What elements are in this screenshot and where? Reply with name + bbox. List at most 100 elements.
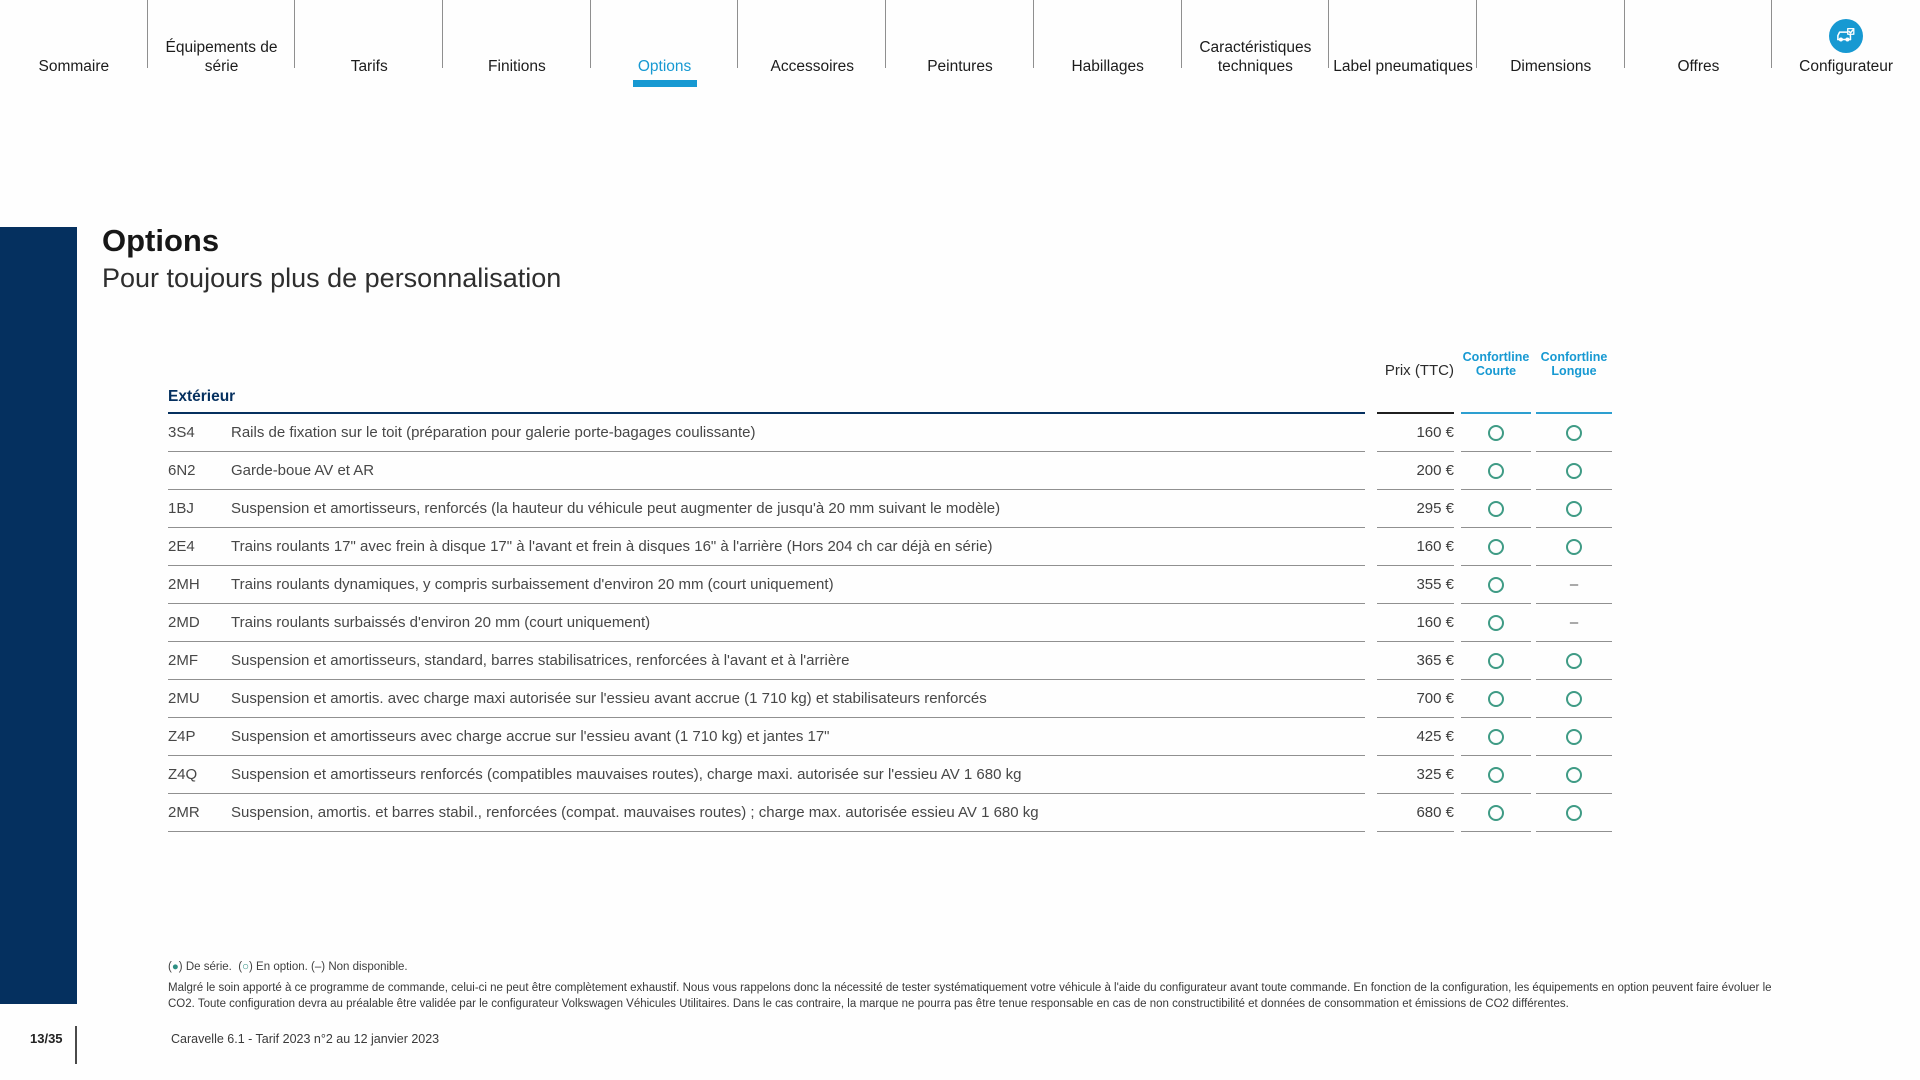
active-tab-underline — [632, 80, 697, 87]
tab-bar: Sommaire Équipements de série Tarifs Fin… — [0, 0, 1920, 90]
option-code: 6N2 — [168, 452, 231, 490]
not-available-dash: – — [1569, 576, 1579, 593]
confortline-courte-line1: Confortline — [1462, 349, 1530, 364]
option-available-circle-icon — [1566, 500, 1582, 517]
option-price: 160 € — [1377, 414, 1454, 452]
option-available-circle-icon — [1566, 538, 1582, 555]
option-price: 680 € — [1377, 794, 1454, 832]
tab-accessoires[interactable]: Accessoires — [738, 0, 887, 90]
option-available-circle-icon — [1488, 652, 1504, 669]
price-column-header: Prix (TTC) — [1384, 362, 1454, 379]
availability-confortline-longue — [1536, 528, 1612, 566]
option-code: 2MU — [168, 680, 231, 718]
tab-offres[interactable]: Offres — [1625, 0, 1773, 90]
table-row: 3S4 Rails de fixation sur le toit (prépa… — [168, 414, 1612, 452]
tab-label: Options — [637, 58, 692, 76]
availability-confortline-longue — [1536, 452, 1612, 490]
option-description: Suspension et amortisseurs renforcés (co… — [231, 756, 1365, 794]
tab-tarifs[interactable]: Tarifs — [295, 0, 444, 90]
tab-habillages[interactable]: Habillages — [1034, 0, 1182, 90]
confortline-longue-line1: Confortline — [1540, 349, 1608, 364]
option-description: Trains roulants dynamiques, y compris su… — [231, 566, 1365, 604]
option-code: 2MR — [168, 794, 231, 832]
option-code: 2E4 — [168, 528, 231, 566]
option-available-circle-icon — [1566, 766, 1582, 783]
option-code: 2MH — [168, 566, 231, 604]
tab-configurateur[interactable]: Configurateur — [1772, 0, 1920, 90]
tab-divider — [1032, 0, 1034, 68]
availability-confortline-longue: – — [1536, 566, 1612, 604]
availability-confortline-courte — [1461, 718, 1531, 756]
availability-confortline-longue: – — [1536, 604, 1612, 642]
table-row: 6N2 Garde-boue AV et AR 200 € — [168, 452, 1612, 490]
availability-legend: (●) De série. (○) En option. (–) Non dis… — [168, 961, 1858, 973]
availability-confortline-courte — [1461, 794, 1531, 832]
legend-text: ( — [311, 961, 315, 973]
option-code: Z4P — [168, 718, 231, 756]
document-title: Caravelle 6.1 - Tarif 2023 n°2 au 12 jan… — [171, 1032, 440, 1046]
tab-label-pneumatiques[interactable]: Label pneumatiques — [1329, 0, 1477, 90]
option-description: Trains roulants 17" avec frein à disque … — [231, 528, 1365, 566]
page-title: Options — [102, 223, 220, 258]
option-code: 3S4 — [168, 414, 231, 452]
tab-dimensions[interactable]: Dimensions — [1477, 0, 1625, 90]
availability-confortline-courte — [1461, 604, 1531, 642]
tab-options[interactable]: Options — [591, 0, 739, 90]
availability-confortline-longue — [1536, 490, 1612, 528]
availability-confortline-courte — [1461, 680, 1531, 718]
option-code: 2MF — [168, 642, 231, 680]
footer-divider — [75, 1026, 77, 1064]
availability-confortline-longue — [1536, 718, 1612, 756]
tab-label: Offres — [1677, 58, 1720, 76]
table-row: 2E4 Trains roulants 17" avec frein à dis… — [168, 528, 1612, 566]
tab-equipements-de-serie[interactable]: Équipements de série — [148, 0, 296, 90]
tab-divider — [1328, 0, 1330, 68]
option-available-circle-icon — [1488, 728, 1504, 745]
tab-peintures[interactable]: Peintures — [886, 0, 1034, 90]
page-subtitle: Pour toujours plus de personnalisation — [102, 263, 562, 294]
option-price: 160 € — [1377, 528, 1454, 566]
option-available-circle-icon — [1488, 500, 1504, 517]
table-section-row: Extérieur — [168, 381, 1612, 414]
tab-finitions[interactable]: Finitions — [443, 0, 591, 90]
section-rule-longue — [1536, 412, 1612, 414]
table-row: Z4P Suspension et amortisseurs avec char… — [168, 718, 1612, 756]
configurator-car-icon — [1829, 19, 1864, 54]
availability-confortline-courte — [1461, 414, 1531, 452]
confortline-longue-header: Confortline Longue — [1536, 350, 1612, 382]
option-description: Suspension et amortisseurs, standard, ba… — [231, 642, 1365, 680]
option-available-circle-icon — [1488, 804, 1504, 821]
tab-divider — [442, 0, 444, 68]
option-available-circle-icon — [1488, 766, 1504, 783]
option-description: Trains roulants surbaissés d'environ 20 … — [231, 604, 1365, 642]
option-description: Garde-boue AV et AR — [231, 452, 1365, 490]
option-available-circle-icon — [1488, 538, 1504, 555]
option-available-circle-icon — [1488, 690, 1504, 707]
option-available-circle-icon — [1566, 690, 1582, 707]
tab-caracteristiques-techniques[interactable]: Caractéristiques techniques — [1182, 0, 1330, 90]
option-available-circle-icon — [1488, 462, 1504, 479]
option-available-circle-icon — [1488, 614, 1504, 631]
option-price: 200 € — [1377, 452, 1454, 490]
option-price: 700 € — [1377, 680, 1454, 718]
option-price: 325 € — [1377, 756, 1454, 794]
table-row: 2MD Trains roulants surbaissés d'environ… — [168, 604, 1612, 642]
availability-confortline-courte — [1461, 642, 1531, 680]
table-row: 1BJ Suspension et amortisseurs, renforcé… — [168, 490, 1612, 528]
disclaimer-line-2: CO2. Toute configuration devra au préala… — [168, 998, 1569, 1010]
confortline-courte-header: Confortline Courte — [1461, 350, 1531, 382]
table-row: 2MU Suspension et amortis. avec charge m… — [168, 680, 1612, 718]
left-navy-band — [0, 227, 77, 1004]
option-description: Suspension et amortisseurs, renforcés (l… — [231, 490, 1365, 528]
tab-label: Habillages — [1071, 58, 1144, 76]
tab-divider — [1623, 0, 1625, 68]
availability-confortline-longue — [1536, 680, 1612, 718]
option-available-circle-icon — [1566, 424, 1582, 441]
tab-label: Configurateur — [1799, 58, 1894, 76]
tab-sommaire[interactable]: Sommaire — [0, 0, 148, 90]
availability-confortline-longue — [1536, 756, 1612, 794]
option-price: 355 € — [1377, 566, 1454, 604]
section-rule-price — [1377, 412, 1454, 414]
option-description: Rails de fixation sur le toit (préparati… — [231, 414, 1365, 452]
tab-label: Sommaire — [38, 58, 110, 76]
